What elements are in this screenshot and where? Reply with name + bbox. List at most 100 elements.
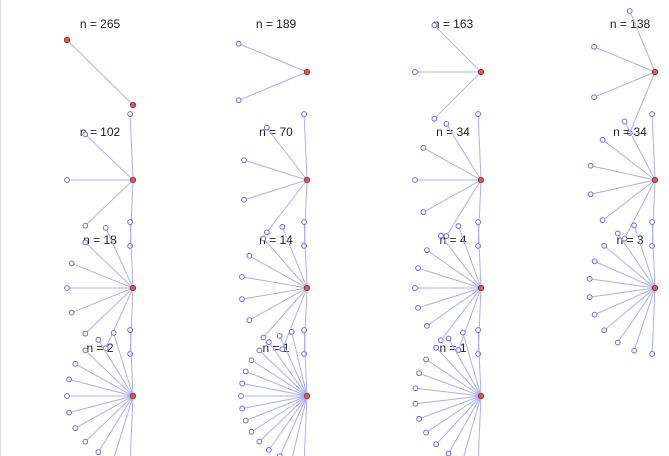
edge [238, 43, 308, 73]
edge [418, 372, 482, 397]
hub-node [303, 392, 311, 400]
edge [242, 395, 308, 410]
leaf-node [256, 347, 263, 354]
hub-node [303, 176, 311, 184]
leaf-node [424, 247, 430, 254]
hub-node [477, 176, 485, 184]
leaf-node [68, 309, 75, 316]
edge [457, 225, 482, 289]
leaf-node [95, 449, 102, 456]
leaf-node [475, 327, 482, 333]
edge [617, 233, 656, 289]
panel: n = 2 [64, 327, 137, 456]
edge [84, 241, 134, 289]
edge [245, 395, 308, 422]
edge [477, 395, 482, 456]
edge [262, 238, 308, 289]
edge [433, 24, 482, 73]
edge [445, 123, 482, 181]
edge [129, 222, 134, 289]
leaf-node [64, 285, 70, 291]
leaf-node [238, 393, 244, 399]
edge [603, 287, 656, 331]
panel: n = 163 [412, 17, 485, 122]
panel-title: n = 163 [433, 17, 474, 31]
edge [462, 332, 482, 397]
leaf-node [127, 243, 134, 249]
leaf-node [443, 120, 450, 127]
edge [281, 226, 308, 289]
edge [477, 330, 482, 397]
leaf-node [475, 243, 482, 249]
edge [75, 395, 134, 429]
edge [477, 114, 482, 181]
edge [633, 287, 656, 351]
leaf-node [239, 273, 245, 280]
leaf-node [276, 332, 283, 339]
panel: n = 34 [412, 111, 485, 249]
leaf-node [614, 339, 621, 346]
leaf-node [260, 334, 267, 341]
edge [589, 287, 656, 298]
edge [303, 114, 308, 181]
edge [129, 114, 134, 181]
panel-title: n = 4 [439, 233, 466, 247]
edge [425, 359, 482, 397]
leaf-node [455, 223, 462, 229]
leaf-node [416, 370, 422, 377]
edge [268, 341, 308, 397]
panel: n = 3 [586, 219, 659, 357]
edge [594, 260, 656, 289]
edge [238, 71, 308, 101]
hub-node [129, 176, 137, 184]
leaf-node [68, 260, 75, 267]
leaf-node [433, 344, 439, 351]
panel: n = 70 [241, 111, 311, 249]
edge [69, 395, 134, 414]
edge [593, 46, 656, 73]
leaf-node [601, 327, 608, 334]
edge [629, 71, 656, 134]
leaf-node [82, 131, 89, 138]
edge [251, 359, 308, 397]
panel: n = 138 [591, 8, 659, 136]
edge [84, 179, 134, 227]
edge [303, 222, 308, 289]
edge [241, 287, 308, 300]
edge [602, 179, 656, 221]
hub-node [129, 284, 137, 292]
leaf-node [127, 351, 134, 357]
edge [589, 278, 656, 289]
leaf-node [102, 224, 109, 231]
leaf-node [260, 235, 267, 242]
panel-title: n = 265 [80, 17, 121, 31]
edge [415, 395, 482, 405]
leaf-node [437, 232, 444, 239]
leaf-node [279, 346, 286, 353]
panel-title: n = 2 [86, 341, 113, 355]
leaf-node [445, 335, 452, 342]
panel: n = 4 [412, 219, 485, 357]
panel: n = 1 [412, 327, 485, 456]
leaf-node [248, 357, 255, 364]
leaf-node [82, 222, 89, 229]
edge [97, 395, 134, 453]
edge [417, 267, 482, 289]
hub-node [477, 392, 485, 400]
leaf-node [599, 217, 606, 224]
leaf-node [649, 243, 656, 249]
leaf-node [265, 446, 272, 453]
leaf-node [591, 43, 597, 50]
edge [440, 235, 482, 289]
leaf-node [443, 233, 450, 240]
edge [266, 179, 308, 233]
edge [129, 330, 134, 397]
leaf-node [423, 356, 429, 363]
edge [448, 338, 482, 397]
edge [268, 395, 308, 451]
leaf-node [64, 393, 70, 399]
edge [71, 287, 134, 314]
leaf-node [601, 242, 608, 249]
